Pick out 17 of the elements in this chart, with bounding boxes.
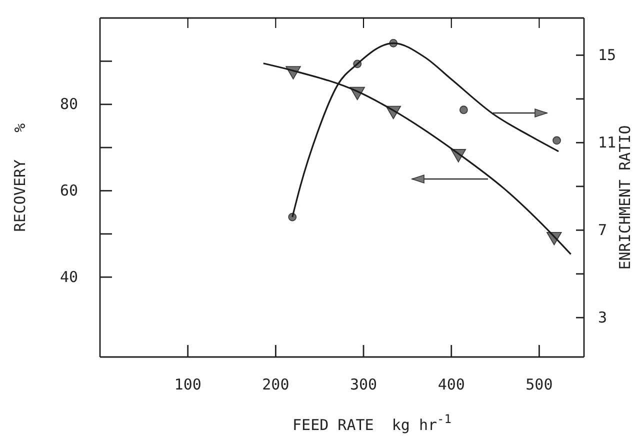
y2-tick-label: 3 bbox=[598, 308, 608, 326]
x-axis-title: FEED RATE kg hr$^{-1}$ bbox=[292, 412, 452, 434]
x-tick-label: 400 bbox=[438, 376, 465, 394]
y2-tick-label: 7 bbox=[598, 220, 608, 239]
x-tick-label: 100 bbox=[174, 376, 202, 394]
y-axis-title: RECOVERY % bbox=[11, 123, 29, 232]
x-tick-label: 200 bbox=[262, 376, 290, 394]
x-tick-label: 500 bbox=[526, 376, 553, 394]
y-tick-label: 40 bbox=[60, 268, 78, 286]
point bbox=[459, 106, 468, 114]
x-tick-label: 300 bbox=[350, 376, 378, 394]
y2-tick-label: 11 bbox=[598, 133, 616, 152]
y-tick-label: 60 bbox=[60, 182, 78, 200]
y-tick-label: 80 bbox=[60, 95, 78, 114]
y2-tick-label: 15 bbox=[598, 46, 616, 64]
y2-axis-title: ENRICHMENT RATIO bbox=[616, 125, 634, 270]
point bbox=[552, 136, 561, 145]
